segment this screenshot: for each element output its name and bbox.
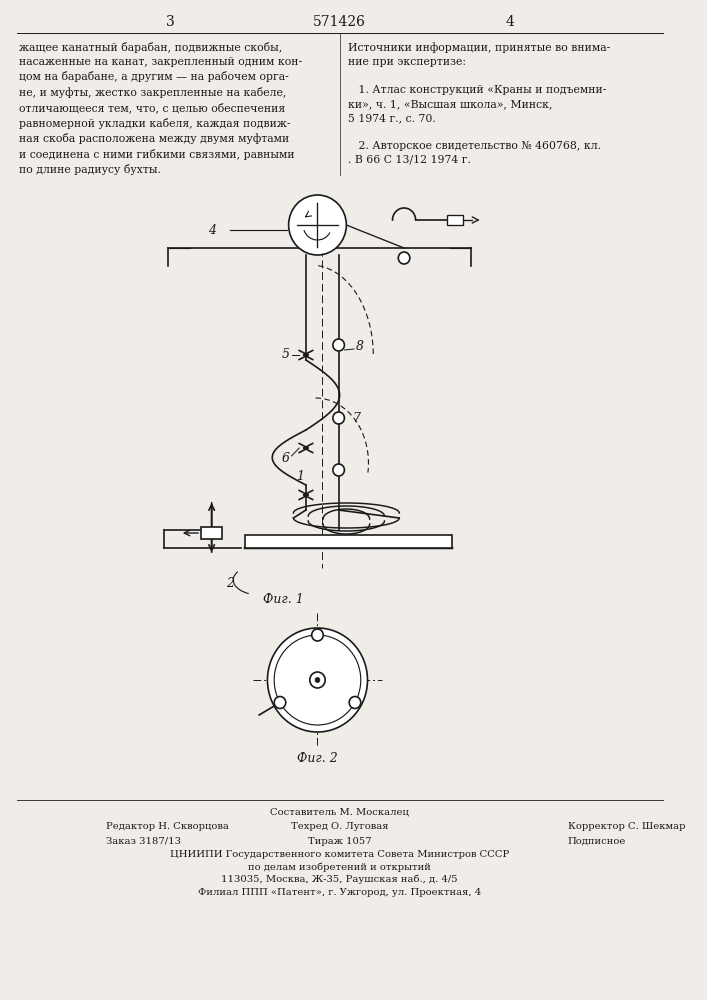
Circle shape bbox=[315, 678, 320, 682]
Text: Фиг. 1: Фиг. 1 bbox=[264, 593, 304, 606]
Circle shape bbox=[398, 252, 410, 264]
Text: 7: 7 bbox=[352, 412, 360, 424]
Circle shape bbox=[312, 629, 323, 641]
Bar bbox=[448, 215, 463, 225]
Text: 571426: 571426 bbox=[313, 15, 366, 29]
Text: жащее канатный барабан, подвижные скобы,
насаженные на канат, закрепленный одним: жащее канатный барабан, подвижные скобы,… bbox=[19, 42, 303, 175]
Text: 5: 5 bbox=[281, 349, 290, 361]
Text: 3: 3 bbox=[305, 223, 312, 235]
Text: 4: 4 bbox=[209, 224, 216, 236]
Circle shape bbox=[310, 672, 325, 688]
Circle shape bbox=[333, 464, 344, 476]
Text: Фиг. 2: Фиг. 2 bbox=[297, 752, 338, 765]
Text: 2: 2 bbox=[226, 577, 234, 590]
Text: ЦНИИПИ Государственного комитета Совета Министров СССР: ЦНИИПИ Государственного комитета Совета … bbox=[170, 850, 509, 859]
Text: по делам изобретений и открытий: по делам изобретений и открытий bbox=[248, 862, 431, 871]
Bar bbox=[245, 535, 452, 548]
Circle shape bbox=[288, 195, 346, 255]
Bar bbox=[201, 527, 222, 539]
Circle shape bbox=[333, 339, 344, 351]
Text: 8: 8 bbox=[356, 340, 364, 354]
Circle shape bbox=[333, 412, 344, 424]
Text: 6: 6 bbox=[281, 452, 290, 464]
Text: Техред О. Луговая: Техред О. Луговая bbox=[291, 822, 388, 831]
Text: Корректор С. Шекмар: Корректор С. Шекмар bbox=[568, 822, 685, 831]
Text: 113035, Москва, Ж-35, Раушская наб., д. 4/5: 113035, Москва, Ж-35, Раушская наб., д. … bbox=[221, 874, 458, 884]
Text: Тираж 1057: Тираж 1057 bbox=[308, 837, 371, 846]
Text: Редактор Н. Скворцова: Редактор Н. Скворцова bbox=[106, 822, 228, 831]
Text: Составитель М. Москалец: Составитель М. Москалец bbox=[270, 808, 409, 817]
Text: Источники информации, принятые во внима-
ние при экспертизе:

   1. Атлас констр: Источники информации, принятые во внима-… bbox=[349, 42, 611, 165]
Text: Заказ 3187/13: Заказ 3187/13 bbox=[106, 837, 181, 846]
Text: Подписное: Подписное bbox=[568, 837, 626, 846]
Text: 1: 1 bbox=[296, 470, 304, 483]
Circle shape bbox=[274, 696, 286, 708]
Circle shape bbox=[349, 696, 361, 708]
Text: Филиал ППП «Патент», г. Ужгород, ул. Проектная, 4: Филиал ППП «Патент», г. Ужгород, ул. Про… bbox=[198, 888, 481, 897]
Text: 3: 3 bbox=[166, 15, 175, 29]
Circle shape bbox=[267, 628, 368, 732]
Text: 4: 4 bbox=[506, 15, 514, 29]
